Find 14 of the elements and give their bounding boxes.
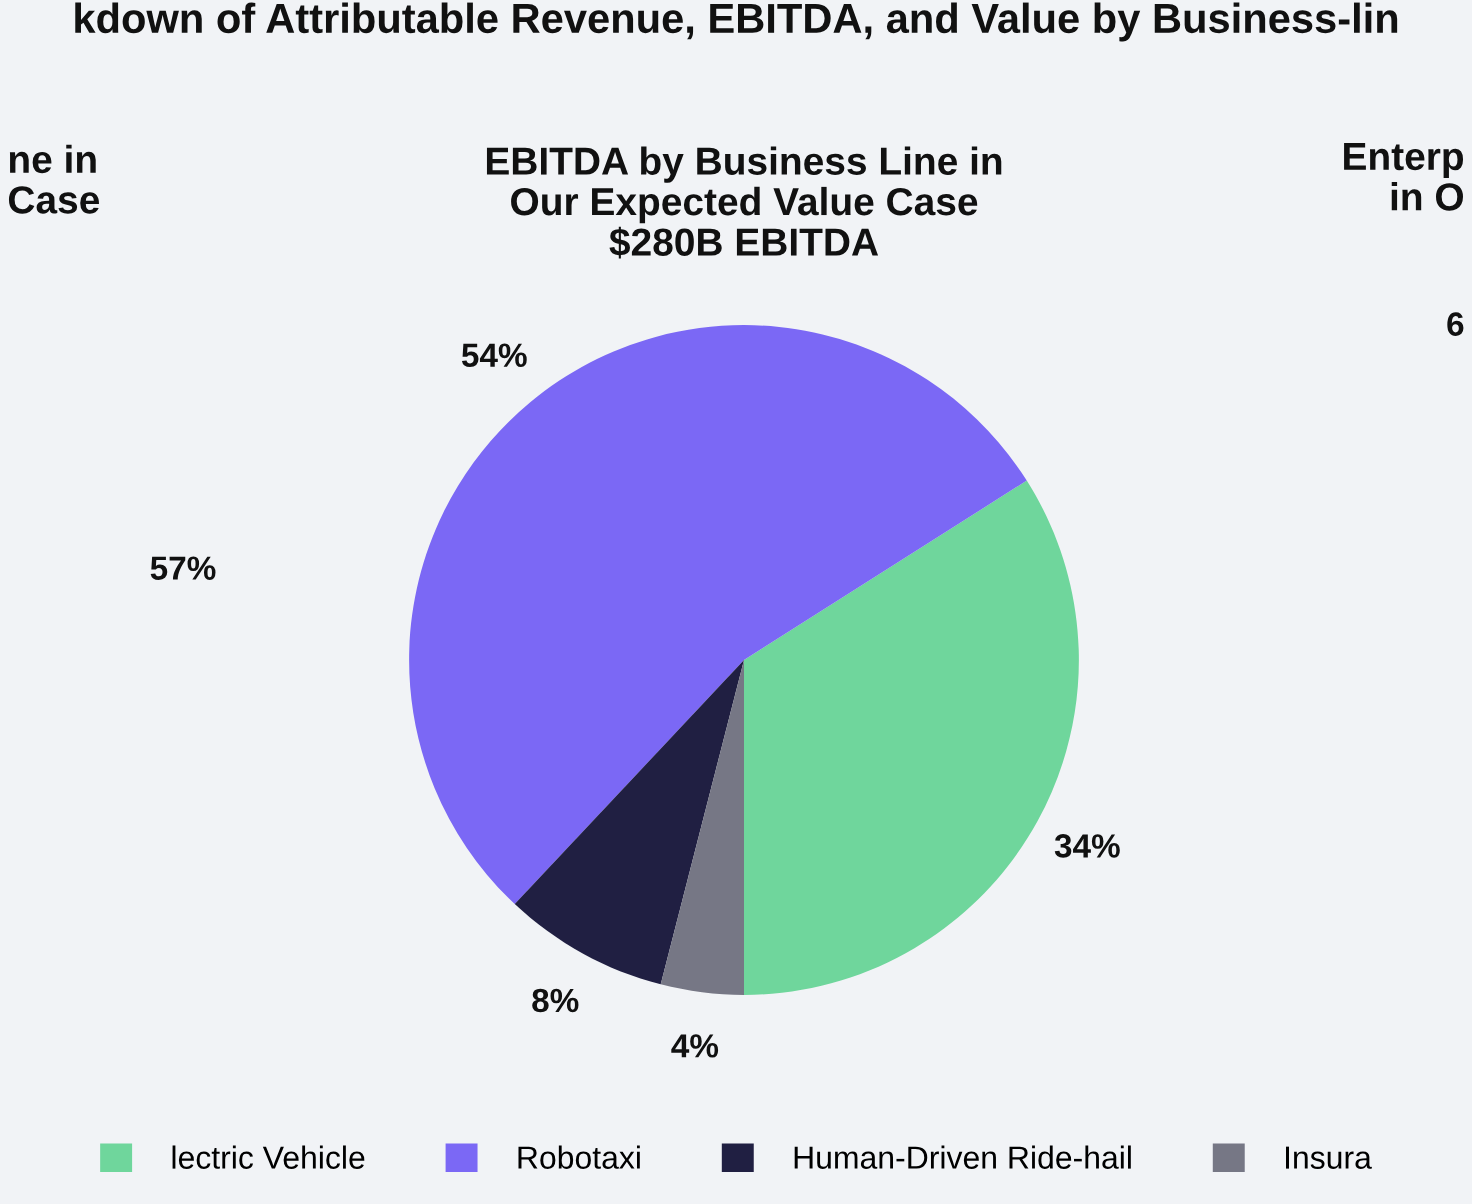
legend-label: lectric Vehicle xyxy=(172,1145,365,1169)
chart-subtitle: EBITDA by Business Line in Our Expected Value Case $280B EBITDA xyxy=(486,146,1002,259)
data-label: 8% xyxy=(532,988,579,1013)
legend-label: Human-Driven Ride-hail xyxy=(794,1145,1131,1169)
legend-label: Insura xyxy=(1286,1146,1372,1169)
data-label: 34% xyxy=(1054,834,1120,858)
legend-label: Robotaxi xyxy=(518,1145,640,1169)
text: 57% xyxy=(150,556,216,580)
data-label: 54% xyxy=(461,343,527,368)
text: 6 xyxy=(1447,312,1464,336)
text: ne in Case xyxy=(8,144,99,214)
text: Enterp in O xyxy=(1344,143,1464,211)
data-label: 4% xyxy=(671,1034,719,1058)
chart-title: kdown of Attributable Revenue, EBITDA, and Value by Business-lin xyxy=(75,2,1398,42)
